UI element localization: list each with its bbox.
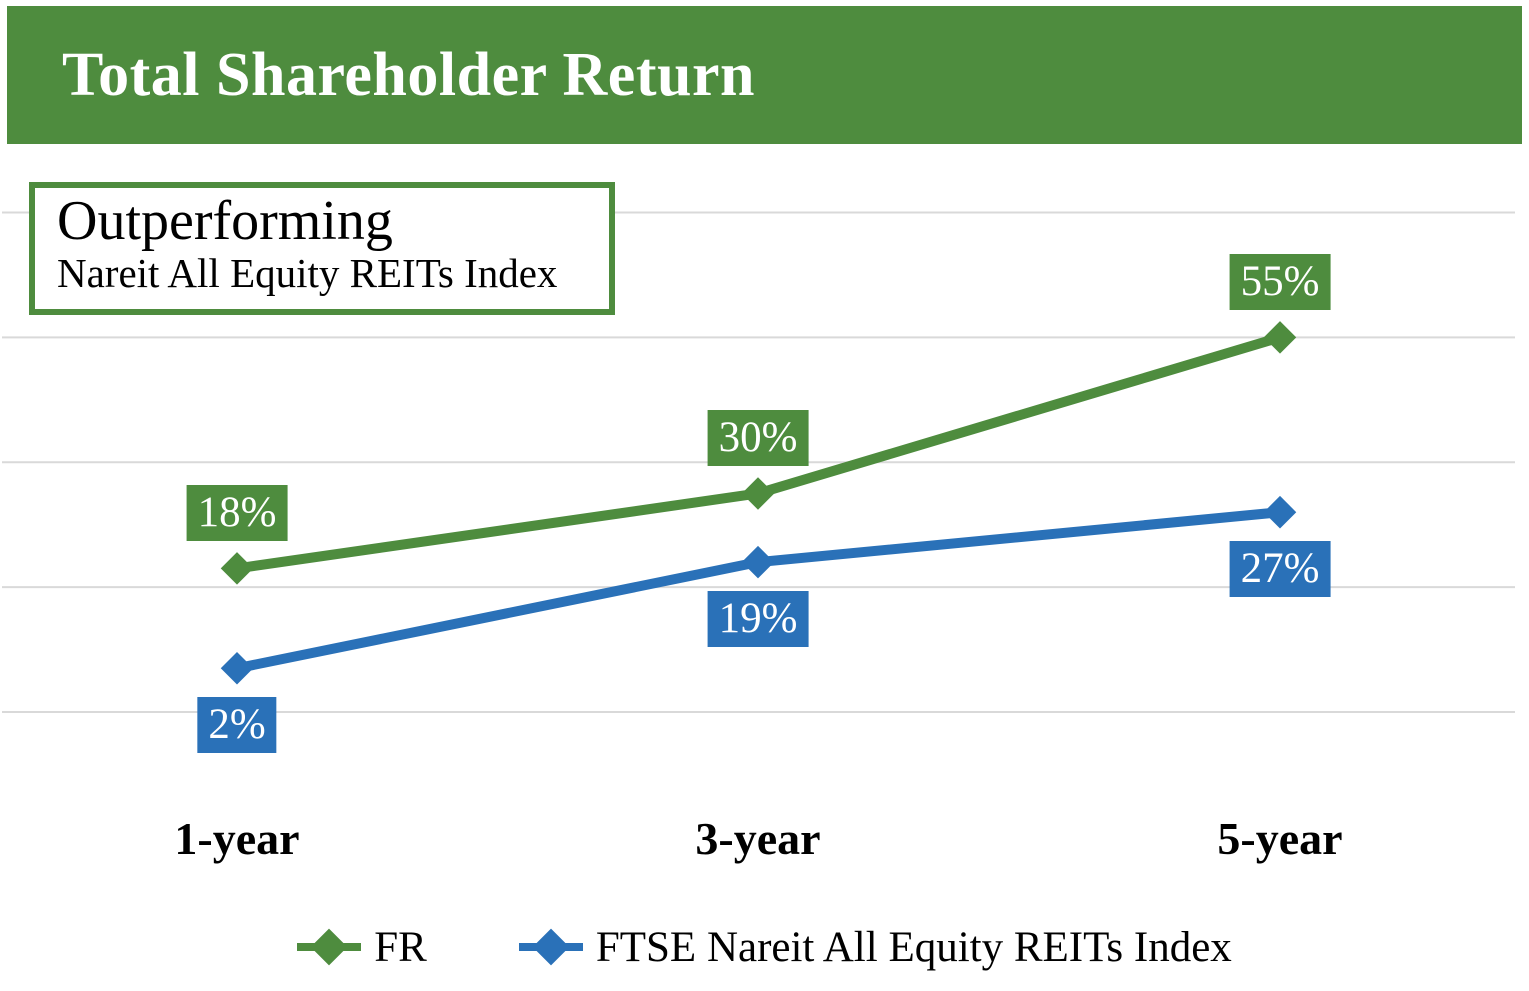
series-line-1 (236, 507, 1281, 674)
legend-label-ftse: FTSE Nareit All Equity REITs Index (595, 923, 1232, 971)
title-banner: Total Shareholder Return (7, 6, 1522, 144)
series-diamond-marker-icon (1263, 495, 1297, 529)
series-diamond-marker-icon (1263, 321, 1297, 354)
series-diamond-marker-icon (220, 652, 254, 685)
series-diamond-marker-icon (741, 477, 775, 510)
series-diamond-marker-icon (220, 552, 254, 585)
callout-subheading: Nareit All Equity REITs Index (57, 249, 558, 296)
legend-label-fr: FR (374, 923, 427, 971)
outperforming-callout: Outperforming Nareit All Equity REITs In… (29, 182, 615, 315)
ftse-legend-diamond-icon (532, 928, 570, 966)
series-diamond-marker-icon (741, 545, 775, 579)
legend: FR FTSE Nareit All Equity REITs Index (0, 921, 1529, 973)
series-line-0 (236, 332, 1282, 574)
fr-series-marker-icon (297, 928, 362, 966)
ftse-series-marker-icon (518, 928, 583, 966)
fr-legend-diamond-icon (310, 928, 348, 966)
legend-item-ftse: FTSE Nareit All Equity REITs Index (518, 921, 1232, 973)
page-title: Total Shareholder Return (62, 40, 755, 109)
callout-heading: Outperforming (57, 190, 393, 252)
legend-item-fr: FR (297, 921, 427, 973)
